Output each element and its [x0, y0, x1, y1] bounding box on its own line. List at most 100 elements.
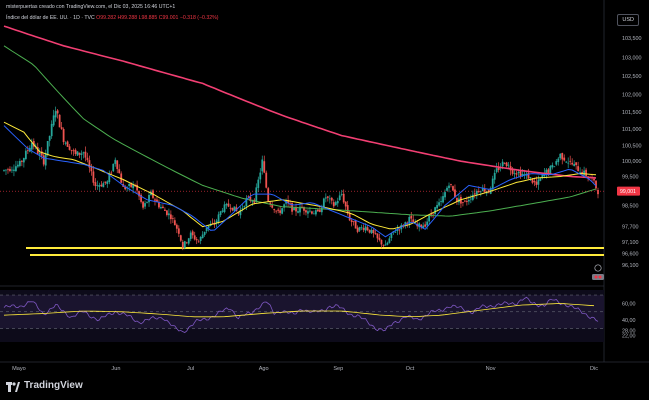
candle: [166, 210, 168, 215]
candle: [229, 207, 232, 209]
candle: [386, 242, 389, 245]
candle: [577, 166, 580, 172]
candle: [465, 200, 468, 202]
candle: [535, 181, 538, 185]
ma200-line: [3, 25, 597, 179]
price-axis-label: 97,700: [622, 225, 639, 231]
candle: [444, 192, 446, 198]
candle: [305, 210, 307, 213]
candle: [344, 201, 347, 207]
ma10-line: [3, 125, 597, 238]
candle: [567, 162, 570, 164]
candle: [201, 234, 204, 239]
candle: [523, 174, 526, 175]
candle: [358, 227, 361, 231]
price-axis-label: 101,500: [622, 110, 642, 116]
candle: [438, 202, 440, 206]
time-axis-label: Ago: [259, 366, 269, 372]
flag-dot-icon: [598, 275, 602, 279]
candle: [18, 160, 21, 166]
candle: [597, 189, 599, 195]
candle: [519, 170, 522, 177]
candle: [76, 151, 79, 156]
candle: [40, 151, 43, 156]
candle: [593, 178, 595, 181]
candle: [513, 173, 516, 175]
price-axis-label: 96,100: [622, 263, 639, 269]
candle: [114, 159, 117, 164]
candle: [517, 171, 520, 173]
candle: [350, 220, 353, 223]
candle: [104, 181, 107, 183]
price-axis-label: 103,500: [622, 36, 642, 42]
last-price-label: 99,001: [620, 189, 636, 195]
candle: [213, 223, 216, 225]
candle: [13, 169, 15, 171]
candle: [181, 241, 184, 248]
candle: [366, 227, 369, 231]
symbol-name: Índice del dólar de EE. UU. · 1D · TVC: [6, 15, 95, 21]
candle: [475, 190, 478, 195]
candle: [148, 194, 150, 203]
candle: [7, 169, 9, 171]
candle: [215, 220, 218, 224]
candle: [388, 238, 391, 243]
candle: [98, 185, 101, 187]
candle: [177, 228, 180, 234]
candle: [11, 169, 13, 171]
candle: [422, 225, 425, 229]
candle: [324, 197, 327, 199]
candle: [555, 161, 558, 165]
candle: [281, 208, 284, 214]
candle: [138, 191, 140, 197]
candle: [185, 242, 188, 244]
candle: [503, 163, 506, 165]
candle: [265, 172, 268, 188]
candle: [209, 224, 212, 226]
candle: [78, 152, 81, 155]
candle: [557, 158, 560, 163]
candle: [239, 209, 242, 216]
candle: [473, 193, 476, 195]
candle: [471, 194, 474, 200]
candle: [571, 162, 574, 165]
rsi-pane: [0, 290, 604, 342]
candle: [487, 189, 490, 193]
candle: [579, 172, 582, 174]
rsi-ma-line: [3, 303, 595, 318]
currency-button[interactable]: USD: [617, 14, 639, 26]
candle: [507, 164, 510, 166]
candle: [396, 229, 399, 232]
candle: [261, 159, 264, 172]
candle: [197, 241, 200, 243]
candle: [74, 149, 77, 154]
candle: [432, 213, 435, 215]
candle: [511, 169, 514, 174]
candle: [342, 193, 345, 203]
candle: [245, 198, 248, 207]
time-axis-label: Dic: [590, 366, 598, 372]
candle: [247, 196, 250, 198]
price-axis-label: 100,000: [622, 159, 642, 165]
candle: [217, 214, 220, 222]
candle: [94, 182, 97, 187]
rsi-axis-label: 28,00: [622, 328, 636, 334]
time-axis-label: Sep: [333, 366, 343, 372]
candle: [573, 164, 576, 167]
candle: [15, 166, 17, 172]
candle: [158, 201, 160, 208]
candle: [463, 200, 466, 202]
time-axis-label: Oct: [406, 366, 415, 372]
candle: [368, 229, 371, 233]
candle: [374, 233, 377, 235]
candle: [233, 206, 236, 212]
candle: [269, 202, 272, 205]
candle: [58, 114, 61, 128]
price-axis-label: 101,000: [622, 127, 642, 133]
candle: [436, 205, 438, 209]
candle: [295, 206, 297, 212]
candle: [398, 229, 401, 231]
candle: [36, 147, 39, 154]
footer: TradingView: [0, 375, 649, 400]
